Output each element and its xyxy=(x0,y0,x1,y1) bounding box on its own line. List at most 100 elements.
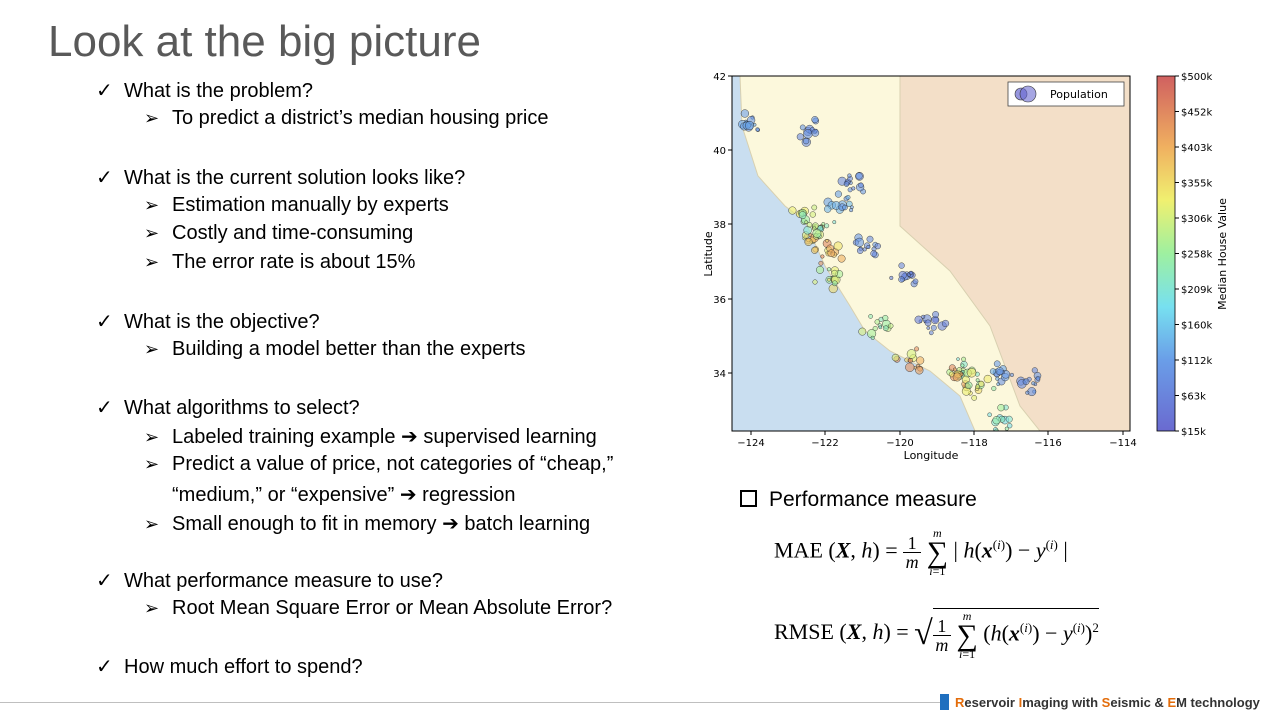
district-point xyxy=(1022,378,1030,386)
district-point xyxy=(831,269,838,277)
district-point xyxy=(1009,372,1014,377)
california-shape xyxy=(739,76,1041,431)
district-point xyxy=(842,204,848,211)
district-point xyxy=(983,374,992,384)
check-icon: ✓ xyxy=(96,167,113,189)
answer-5-1: ➢ Root Mean Square Error or Mean Absolute… xyxy=(144,597,613,619)
district-point xyxy=(971,395,978,401)
district-point xyxy=(997,404,1005,412)
colorbar-tick-label: $306k xyxy=(1181,214,1212,225)
district-point xyxy=(847,173,852,178)
district-point xyxy=(845,194,851,200)
slide-title: Look at the big picture xyxy=(48,17,481,66)
answer-2-1: ➢ Estimation manually by experts xyxy=(144,194,449,216)
district-point xyxy=(799,124,806,131)
district-point xyxy=(898,262,905,269)
district-point xyxy=(991,386,997,392)
district-point xyxy=(846,200,853,208)
district-point xyxy=(811,204,818,211)
district-point xyxy=(804,237,813,246)
district-point xyxy=(1025,390,1030,395)
district-point xyxy=(834,190,842,198)
question-3: ✓ What is the objective? xyxy=(96,311,320,333)
colorbar-gradient xyxy=(1156,75,1176,432)
district-point xyxy=(812,279,818,285)
district-point xyxy=(914,346,920,352)
arrow-bullet-icon: ➢ xyxy=(144,427,160,447)
district-point xyxy=(891,353,900,362)
x-tick-label: −114 xyxy=(1109,438,1136,449)
district-point xyxy=(908,270,913,275)
district-point xyxy=(1007,423,1013,429)
district-point xyxy=(905,362,915,372)
y-tick-label: 38 xyxy=(713,220,726,231)
question-2: ✓ What is the current solution looks like… xyxy=(96,167,466,189)
district-point xyxy=(821,222,826,226)
district-point xyxy=(804,220,808,224)
district-point xyxy=(866,235,874,243)
district-point xyxy=(803,129,813,139)
arrow-bullet-icon: ➢ xyxy=(144,252,160,272)
district-point xyxy=(798,211,807,219)
x-axis-label: Longitude xyxy=(904,449,959,462)
district-point xyxy=(740,109,750,118)
district-point xyxy=(856,247,864,254)
california-housing-plot: 42 40 38 36 34 Latitude −124 −122 −120 −… xyxy=(702,72,1229,462)
district-point xyxy=(924,319,932,327)
colorbar-tick-label: $500k xyxy=(1181,72,1212,83)
district-point xyxy=(755,127,760,132)
district-point xyxy=(796,133,804,141)
district-point xyxy=(914,315,923,324)
district-point xyxy=(802,137,810,145)
district-point xyxy=(806,221,813,228)
answer-4-2-cont: “medium,” or “expensive” ➔ regression xyxy=(172,484,516,506)
district-point xyxy=(952,372,962,382)
district-point xyxy=(870,250,877,257)
colorbar-tick-label: $209k xyxy=(1181,285,1212,296)
district-point xyxy=(745,121,755,131)
district-point xyxy=(928,330,934,336)
district-point xyxy=(854,237,865,248)
district-point xyxy=(926,326,931,330)
district-point xyxy=(833,241,843,251)
district-point xyxy=(915,366,924,375)
district-point xyxy=(941,319,950,328)
district-point xyxy=(898,276,905,283)
district-point xyxy=(916,356,925,365)
district-point xyxy=(874,243,881,250)
district-point xyxy=(878,325,883,330)
colorbar-tick-label: $403k xyxy=(1181,143,1212,154)
colorbar-tick-label: $15k xyxy=(1181,427,1206,438)
footer-brand: Reservoir Imaging with Seismic & EM tech… xyxy=(940,694,1260,710)
performance-measure-heading: Performance measure xyxy=(740,488,977,512)
district-point xyxy=(851,186,856,191)
y-tick-label: 34 xyxy=(713,369,726,380)
district-point xyxy=(989,368,997,375)
district-point xyxy=(1005,415,1013,423)
district-point xyxy=(824,223,830,229)
check-icon: ✓ xyxy=(96,656,113,678)
colorbar-tick-label: $258k xyxy=(1181,250,1212,261)
district-point xyxy=(872,326,878,332)
answer-2-2: ➢ Costly and time-consuming xyxy=(144,222,414,244)
district-point xyxy=(811,129,820,137)
x-tick-label: −124 xyxy=(737,438,764,449)
arrow-bullet-icon: ➢ xyxy=(144,223,160,243)
district-point xyxy=(788,206,797,215)
y-tick-label: 40 xyxy=(713,146,726,157)
y-axis-label: Latitude xyxy=(702,231,715,277)
question-4: ✓ What algorithms to select? xyxy=(96,397,360,419)
district-point xyxy=(921,314,926,319)
answer-4-3: ➢ Small enough to fit in memory ➔ batch l… xyxy=(144,513,591,535)
question-5: ✓ What performance measure to use? xyxy=(96,570,444,592)
x-axis: −124 −122 −120 −118 −116 −114 Longitude xyxy=(737,431,1137,462)
legend-marker-icon xyxy=(1019,85,1037,103)
district-point xyxy=(826,267,831,272)
y-tick-label: 36 xyxy=(713,295,726,306)
district-point xyxy=(975,384,980,390)
district-point xyxy=(811,116,819,124)
arrow-bullet-icon: ➢ xyxy=(144,108,160,128)
district-point xyxy=(868,314,873,319)
district-point xyxy=(824,205,832,213)
